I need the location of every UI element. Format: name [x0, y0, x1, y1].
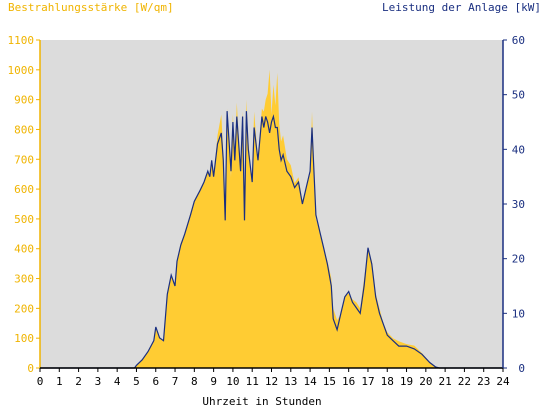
right-tick-label: 40 [512, 143, 525, 156]
left-tick-label: 400 [14, 243, 34, 256]
left-tick-labels: 0 100 200 300 400 500 600 700 800 900 1000 1100 [8, 34, 40, 375]
x-tick-label: 9 [210, 375, 217, 388]
x-tick-label: 3 [95, 375, 102, 388]
x-tick-label: 10 [226, 375, 239, 388]
x-tick-label: 1 [56, 375, 63, 388]
right-tick-label: 50 [512, 89, 525, 102]
left-axis-label: Bestrahlungsstärke [W/qm] [8, 1, 174, 14]
right-tick-label: 30 [512, 198, 525, 211]
x-tick-label: 2 [75, 375, 82, 388]
x-tick-label: 16 [342, 375, 355, 388]
left-tick-label: 300 [14, 273, 34, 286]
x-tick-label: 13 [284, 375, 297, 388]
x-tick-label: 15 [323, 375, 336, 388]
left-tick-label: 0 [27, 362, 34, 375]
right-tick-label: 0 [518, 362, 525, 375]
left-tick-label: 1000 [8, 64, 35, 77]
x-tick-label: 17 [361, 375, 374, 388]
x-tick-label: 14 [303, 375, 317, 388]
x-tick-label: 24 [496, 375, 510, 388]
x-tick-label: 8 [191, 375, 198, 388]
left-tick-label: 200 [14, 302, 34, 315]
right-tick-label: 20 [512, 253, 525, 266]
x-tick-label: 12 [265, 375, 278, 388]
x-tick-label: 0 [37, 375, 44, 388]
x-tick-label: 7 [172, 375, 179, 388]
left-tick-label: 700 [14, 153, 34, 166]
x-tick-label: 5 [133, 375, 140, 388]
x-tick-label: 20 [419, 375, 432, 388]
left-tick-label: 800 [14, 123, 34, 136]
right-tick-labels: 0 10 20 30 40 50 60 [503, 34, 525, 375]
x-tick-label: 11 [246, 375, 259, 388]
x-tick-label: 23 [477, 375, 490, 388]
x-axis-label: Uhrzeit in Stunden [202, 395, 321, 408]
x-tick-label: 22 [458, 375, 471, 388]
left-tick-label: 600 [14, 183, 34, 196]
left-tick-label: 100 [14, 332, 34, 345]
right-axis-label: Leistung der Anlage [kW] [382, 1, 541, 14]
left-tick-label: 900 [14, 94, 34, 107]
left-tick-label: 1100 [8, 34, 35, 47]
right-tick-label: 60 [512, 34, 525, 47]
x-tick-label: 21 [439, 375, 452, 388]
x-tick-label: 19 [400, 375, 413, 388]
left-tick-label: 500 [14, 213, 34, 226]
irradiance-area [40, 69, 503, 369]
right-tick-label: 10 [512, 307, 525, 320]
x-tick-label: 4 [114, 375, 121, 388]
power-line [40, 111, 503, 369]
x-tick-label: 6 [152, 375, 159, 388]
x-tick-labels: 0 1 2 3 4 5 6 7 8 9 10 11 12 13 14 15 16 17 18 19 20 21 22 23 24 [37, 368, 510, 388]
x-tick-label: 18 [381, 375, 394, 388]
